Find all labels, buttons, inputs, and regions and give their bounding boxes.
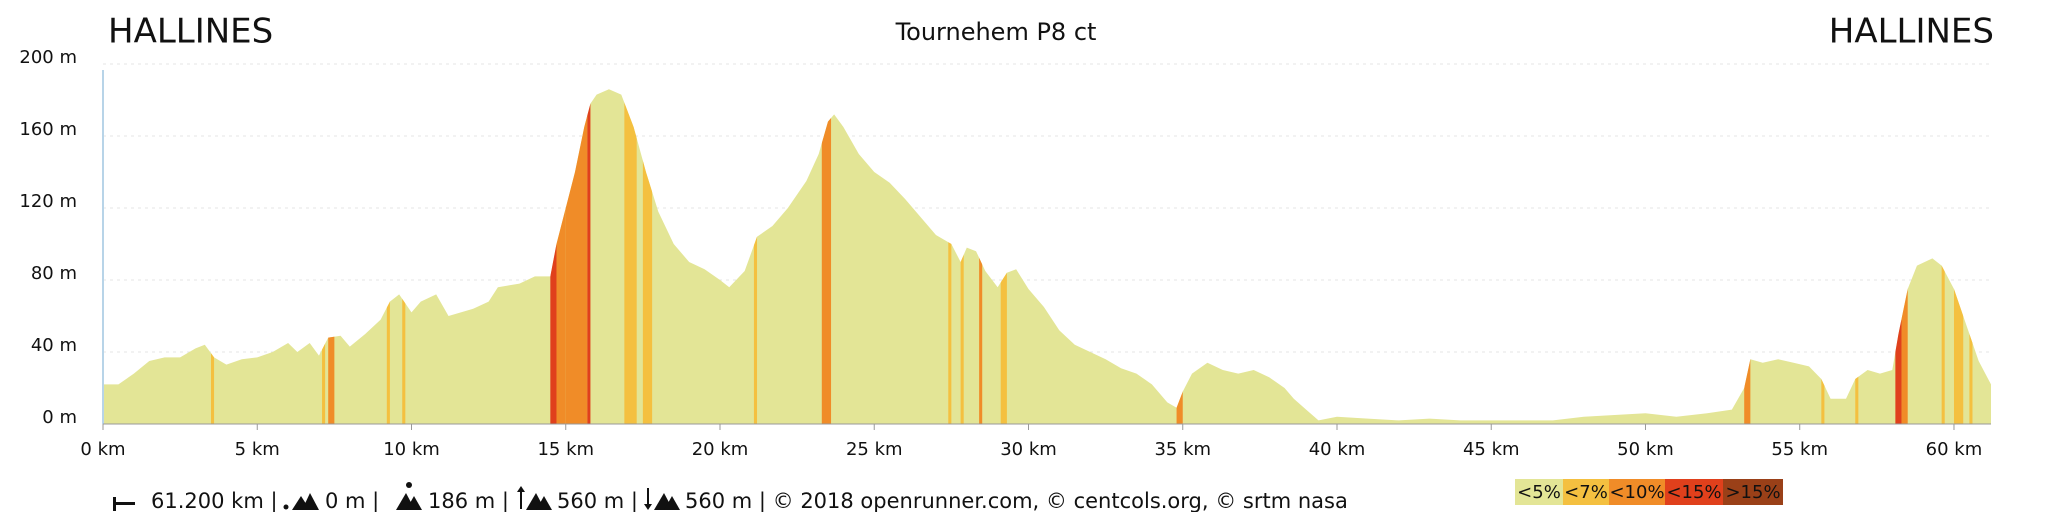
footer-text: 186 m | — [428, 489, 509, 512]
legend-label: <15% — [1666, 482, 1721, 503]
x-tick-label: 30 km — [1000, 439, 1057, 460]
start-label: HALLINES — [108, 12, 273, 52]
slope-section — [1744, 89, 1751, 424]
y-tick-label: 160 m — [19, 119, 77, 140]
end-label: HALLINES — [1829, 12, 1994, 52]
icon-up — [520, 491, 522, 509]
icon-max — [406, 482, 412, 488]
y-tick-label: 120 m — [19, 191, 77, 212]
slope-section — [587, 89, 591, 424]
slope-section — [556, 89, 566, 424]
legend-swatch — [1723, 479, 1783, 505]
legend-swatch — [1609, 479, 1665, 505]
icon-min — [283, 504, 289, 510]
slope-section — [1969, 89, 1973, 424]
footer-text: 0 m | — [325, 489, 379, 512]
icon-distance — [113, 502, 135, 505]
legend-label: <7% — [1564, 482, 1608, 503]
slope-section — [979, 89, 983, 424]
slope-section — [1953, 89, 1964, 424]
slope-section — [642, 89, 653, 424]
slope-section — [550, 89, 557, 424]
x-tick-label: 45 km — [1463, 439, 1520, 460]
slope-section — [1855, 89, 1859, 424]
x-tick-label: 40 km — [1309, 439, 1366, 460]
x-tick-label: 15 km — [537, 439, 594, 460]
slope-section — [624, 89, 637, 424]
slope-section — [1895, 89, 1902, 424]
icon-up — [536, 496, 552, 510]
y-tick-label: 80 m — [31, 263, 77, 284]
y-tick-label: 200 m — [19, 47, 77, 68]
legend-swatch — [1665, 479, 1723, 505]
footer-text: 560 m | © 2018 openrunner.com, © centcol… — [685, 489, 1348, 512]
y-tick-label: 0 m — [42, 407, 77, 428]
slope-section — [1000, 89, 1007, 424]
x-tick-label: 5 km — [235, 439, 280, 460]
x-tick-label: 55 km — [1771, 439, 1828, 460]
footer-icons — [113, 482, 680, 511]
footer-text: 560 m | — [557, 489, 638, 512]
chart-title: Tournehem P8 ct — [895, 18, 1097, 46]
slope-section — [1176, 89, 1183, 424]
x-tick-label: 60 km — [1926, 439, 1983, 460]
icon-max — [406, 496, 422, 510]
slope-section — [753, 89, 758, 424]
x-tick-label: 0 km — [80, 439, 125, 460]
slope-section — [565, 89, 588, 424]
legend-swatch — [1563, 479, 1609, 505]
slope-section — [1821, 89, 1825, 424]
y-tick-label: 40 m — [31, 335, 77, 356]
slope-section — [402, 89, 406, 424]
icon-down — [664, 496, 680, 510]
x-tick-label: 25 km — [846, 439, 903, 460]
x-tick-label: 10 km — [383, 439, 440, 460]
x-tick-label: 35 km — [1154, 439, 1211, 460]
slope-section — [328, 89, 335, 424]
x-tick-label: 50 km — [1617, 439, 1674, 460]
x-tick-label: 20 km — [692, 439, 749, 460]
elevation-area — [103, 89, 1991, 424]
footer-text: 61.200 km | — [151, 489, 278, 512]
slope-section — [322, 89, 326, 424]
legend-swatch — [1515, 479, 1563, 505]
icon-up — [517, 486, 525, 492]
slope-section — [210, 89, 215, 424]
legend-label: <10% — [1609, 482, 1664, 503]
legend-label: >15% — [1725, 482, 1780, 503]
slope-section — [821, 89, 832, 424]
slope-section — [1901, 89, 1908, 424]
icon-down — [647, 488, 649, 505]
legend-label: <5% — [1517, 482, 1561, 503]
icon-down — [644, 504, 652, 510]
slope-section — [386, 89, 390, 424]
slope-section — [1941, 89, 1945, 424]
icon-min — [302, 493, 319, 510]
slope-section — [960, 89, 964, 424]
slope-section — [948, 89, 952, 424]
